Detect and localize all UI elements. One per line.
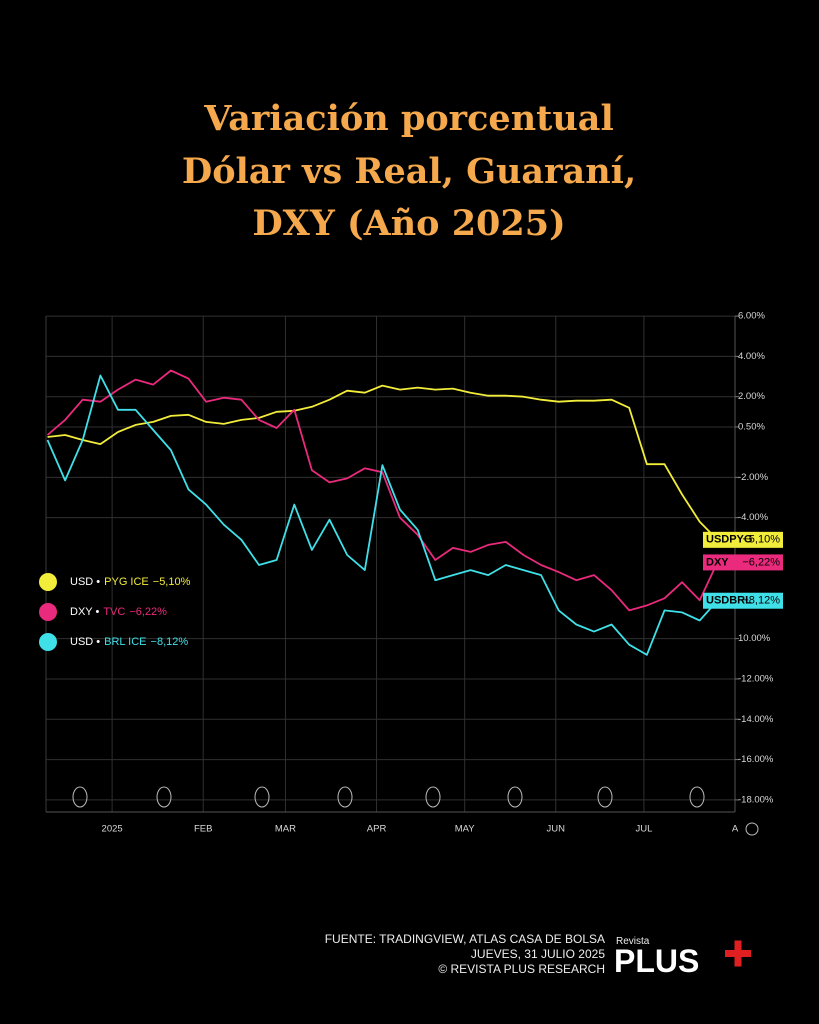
chart-title: DXY (Año 2025) <box>252 203 565 244</box>
chart-title: Variación porcentual <box>203 98 614 139</box>
legend-value: −6,22% <box>129 606 167 618</box>
end-label-box <box>703 531 783 548</box>
legend-icon <box>39 633 57 651</box>
nav-icon[interactable] <box>337 786 353 808</box>
end-label: USDBRL−8,12% <box>703 592 783 609</box>
legend-icon <box>39 573 57 591</box>
end-label-value: −6,22% <box>742 556 780 568</box>
nav-icon[interactable] <box>72 786 88 808</box>
y-tick-label: -16.00% <box>738 754 774 765</box>
chart-title: Dólar vs Real, Guaraní, <box>182 151 636 192</box>
x-tick-label: FEB <box>194 824 212 835</box>
y-tick-label: 0.50% <box>738 421 765 432</box>
nav-icon[interactable] <box>156 786 172 808</box>
end-label-box <box>703 592 783 609</box>
end-label-value: −8,12% <box>742 595 780 607</box>
y-tick-label: 6.00% <box>738 311 765 322</box>
legend-prefix: DXY • <box>70 606 99 618</box>
legend-name: TVC <box>103 606 125 618</box>
y-tick-label: 2.00% <box>738 391 765 402</box>
y-tick-label: -14.00% <box>738 714 774 725</box>
legend-item: USD • BRL ICE −8,12% <box>39 633 188 651</box>
legend-name: BRL ICE <box>104 636 146 648</box>
end-label-name: USDPYG <box>706 534 752 546</box>
footer-source: FUENTE: TRADINGVIEW, ATLAS CASA DE BOLSA <box>325 932 605 946</box>
nav-icon[interactable] <box>507 786 523 808</box>
legend-value: −8,12% <box>151 636 189 648</box>
end-label: DXY −6,22% <box>703 554 783 571</box>
end-label-name: DXY <box>706 556 729 568</box>
end-label-value: −5,10% <box>742 534 780 546</box>
x-tick-label: APR <box>367 824 387 835</box>
end-label-box <box>703 554 783 571</box>
y-tick-label: -2.00% <box>738 472 769 483</box>
series-line <box>47 384 719 541</box>
nav-icon[interactable] <box>597 786 613 808</box>
legend-text: DXY • TVC −6,22% <box>70 606 167 618</box>
legend-prefix: USD • <box>70 576 100 588</box>
settings-icon[interactable] <box>745 822 759 836</box>
legend-name: PYG ICE <box>104 576 149 588</box>
y-tick-label: -12.00% <box>738 673 774 684</box>
legend-text: USD • PYG ICE −5,10% <box>70 576 191 588</box>
y-tick-label: 10.00% <box>738 633 771 644</box>
legend-prefix: USD • <box>70 636 100 648</box>
x-tick-label: A <box>732 824 739 835</box>
end-label: USDPYG−5,10% <box>703 531 783 548</box>
x-tick-label: 2025 <box>102 824 123 835</box>
legend-value: −5,10% <box>153 576 191 588</box>
y-tick-label: -4.00% <box>738 512 769 523</box>
nav-icon[interactable] <box>254 786 270 808</box>
logo-text: PLUS <box>614 943 699 979</box>
nav-icons <box>72 786 759 836</box>
end-label-name: USDBRL <box>706 595 752 607</box>
legend-item: DXY • TVC −6,22% <box>39 603 167 621</box>
logo-small: Revista <box>616 936 650 947</box>
series-line <box>46 374 719 656</box>
nav-icon[interactable] <box>425 786 441 808</box>
x-tick-label: MAY <box>455 824 476 835</box>
logo: FUENTE: TRADINGVIEW, ATLAS CASA DE BOLSA… <box>325 932 751 979</box>
x-tick-label: JUN <box>547 824 566 835</box>
footer-date: JUEVES, 31 JULIO 2025 <box>471 947 605 961</box>
series-line <box>46 369 719 612</box>
legend-text: USD • BRL ICE −8,12% <box>70 636 188 648</box>
grid <box>46 315 735 812</box>
y-tick-label: -18.00% <box>738 794 774 805</box>
legend-item: USD • PYG ICE −5,10% <box>39 573 191 591</box>
x-tick-label: JUL <box>635 824 652 835</box>
nav-icon[interactable] <box>689 786 705 808</box>
footer-copyright: © REVISTA PLUS RESEARCH <box>438 962 605 976</box>
legend-icon <box>39 603 57 621</box>
logo-cross <box>734 940 742 967</box>
y-tick-label: 4.00% <box>738 351 765 362</box>
x-tick-label: MAR <box>275 824 296 835</box>
